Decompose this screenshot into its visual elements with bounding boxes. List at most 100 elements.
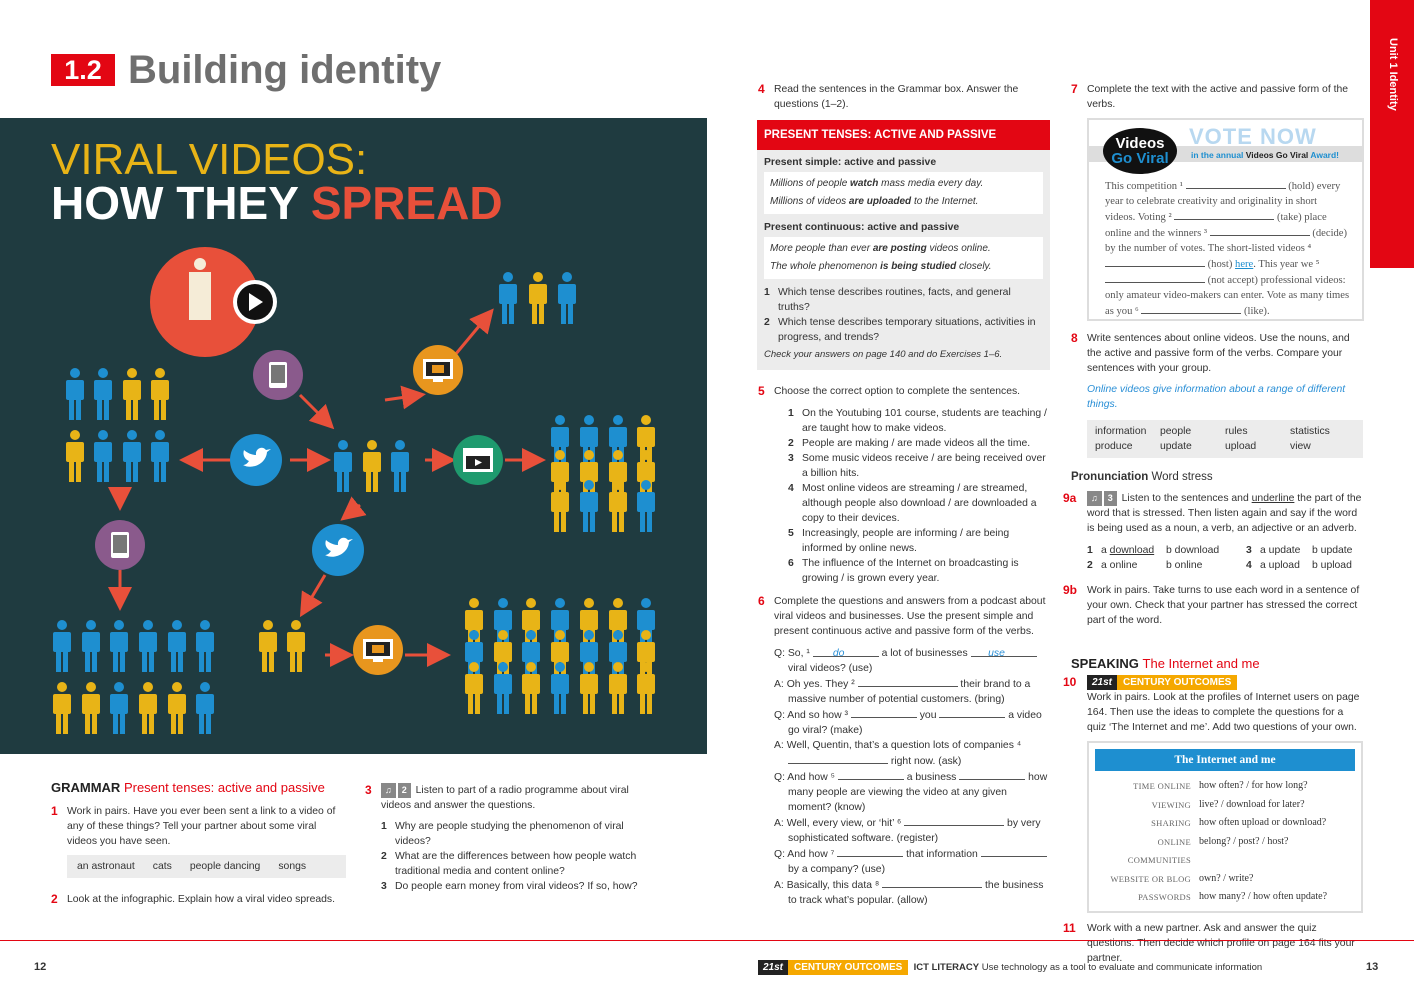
person-icon (82, 620, 100, 672)
video-window-icon (453, 435, 503, 485)
answer-blank[interactable] (904, 815, 1005, 826)
speaking-heading: SPEAKING (1071, 656, 1139, 671)
title-spread: SPREAD (310, 177, 503, 229)
audio-icon[interactable]: ♫ (381, 783, 396, 798)
twitter-bird-icon (312, 524, 364, 576)
ex-number: 2 (51, 892, 58, 906)
person-icon (151, 368, 169, 420)
word-chip: an astronaut (77, 861, 135, 872)
answer-blank[interactable] (980, 846, 1047, 857)
vote-text: This competition ¹ (hold) every year to … (1105, 178, 1350, 319)
ex-number: 8 (1071, 331, 1078, 345)
person-icon (551, 630, 569, 682)
person-icon (580, 450, 598, 502)
unit-side-tab[interactable]: Unit 1 Identity (1370, 0, 1414, 268)
ex-number: 9a (1063, 491, 1077, 505)
person-icon (363, 440, 381, 492)
list-item: 6 The influence of the Internet on broadc… (788, 558, 1019, 584)
person-icon (94, 368, 112, 420)
answer-blank[interactable]: use (970, 646, 1037, 659)
person-icon (522, 598, 540, 650)
list-item: 2 What are the differences between how pe… (381, 851, 637, 877)
word-column: statistics view (1290, 426, 1330, 452)
ex-number: 1 (51, 804, 58, 818)
flow-arrow (299, 574, 327, 618)
answer-blank[interactable]: do (812, 646, 879, 659)
list-item: 1 Which tense describes routines, facts, … (764, 287, 1011, 313)
here-link[interactable]: here (1235, 259, 1254, 270)
list-item: 3 Do people earn money from viral videos?… (381, 881, 638, 892)
person-icon (551, 450, 569, 502)
exercise-6: 6 Complete the questions and answers from… (758, 594, 1050, 908)
person-icon (609, 450, 627, 502)
ex-number: 3 (365, 783, 372, 797)
answer-blank[interactable] (837, 769, 904, 780)
section-title: Present continuous: active and passive (764, 222, 960, 233)
person-icon (259, 620, 277, 672)
list-item: 2 People are making / are made videos all… (788, 438, 1031, 449)
page-title: Building identity (128, 48, 442, 92)
list-item: 3 Some music videos receive / are being r… (788, 453, 1046, 479)
person-icon (551, 598, 569, 650)
person-icon (196, 682, 214, 734)
ex4-instruction: Read the sentences in the Grammar box. A… (774, 84, 1019, 110)
person-icon (139, 620, 157, 672)
speaking-sub: The Internet and me (1142, 656, 1260, 671)
answer-blank[interactable] (857, 676, 958, 687)
tablet-icon (253, 350, 303, 400)
quiz-row: SHARING how often upload or download? (1151, 817, 1327, 828)
exercise-7: 7 Complete the text with the active and p… (1071, 82, 1357, 112)
person-icon (609, 598, 627, 650)
grammar-section: GRAMMAR Present tenses: active and passi… (51, 780, 346, 907)
person-icon (123, 368, 141, 420)
infographic-diagram (53, 247, 655, 734)
answer-blank[interactable] (850, 707, 917, 718)
ex-number: 10 (1063, 675, 1077, 689)
person-icon (637, 480, 655, 532)
quiz-row: PASSWORDS how many? / how often update? (1138, 891, 1328, 902)
answer-blank[interactable] (939, 707, 1006, 718)
quiz-row: TIME ONLINE how often? / for how long? (1133, 780, 1308, 791)
answer-blank[interactable] (837, 846, 904, 857)
flow-arrow (384, 385, 426, 410)
person-icon (110, 682, 128, 734)
ex-number: 11 (1063, 920, 1076, 935)
ex7-instruction: Complete the text with the active and pa… (1087, 84, 1349, 110)
list-item: 1 Why are people studying the phenomenon … (381, 821, 624, 847)
ex2-instruction: Look at the infographic. Explain how a v… (67, 894, 336, 905)
person-icon (465, 662, 483, 714)
person-icon (151, 430, 169, 482)
person-icon (580, 630, 598, 682)
word-column: people update (1160, 426, 1192, 452)
word-chip: people dancing (189, 861, 261, 872)
person-icon (637, 662, 655, 714)
list-item: 2 Which tense describes temporary situati… (764, 317, 1036, 343)
vote-now-heading: VOTE NOW (1189, 124, 1317, 149)
person-icon (66, 368, 84, 420)
person-icon (637, 598, 655, 650)
person-icon (391, 440, 409, 492)
ex-number: 4 (758, 82, 765, 96)
videos-go-viral-logo: Videos Go Viral (1103, 128, 1177, 174)
person-icon (287, 620, 305, 672)
audio-track[interactable]: 3 (1103, 491, 1117, 506)
person-icon (558, 272, 576, 324)
answer-blank[interactable] (788, 753, 888, 764)
grammar-heading: GRAMMAR Present tenses: active and passi… (51, 780, 325, 795)
person-icon (529, 272, 547, 324)
speaking-section: SPEAKING The Internet and me 10 21st CENTU… (1063, 656, 1365, 966)
dialogue-line: A: Oh yes. They ² their brand to a massi… (774, 676, 1050, 707)
person-icon (494, 630, 512, 682)
audio-track[interactable]: 2 (397, 783, 411, 798)
audio-icon[interactable]: ♫ (1087, 491, 1102, 506)
unit-number-badge: 1.2 (51, 54, 115, 86)
answer-blank[interactable] (959, 769, 1026, 780)
answer-blank[interactable] (882, 877, 983, 888)
century-outcomes-badge: 21st CENTURY OUTCOMES (1087, 675, 1238, 690)
person-icon (609, 662, 627, 714)
person-icon (637, 450, 655, 502)
footer-outcomes: 21st CENTURY OUTCOMES ICT LITERACY Use te… (758, 960, 1262, 975)
person-icon (580, 662, 598, 714)
